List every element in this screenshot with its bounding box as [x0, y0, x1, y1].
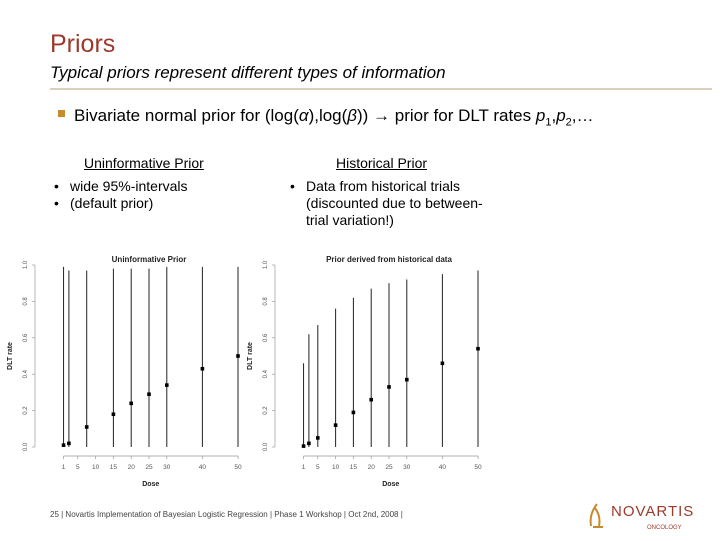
x-tick-label: 40	[199, 464, 207, 471]
x-tick-label: 1	[302, 464, 306, 471]
y-tick-label: 0.8	[263, 297, 269, 306]
logo-subtext: ONCOLOGY	[647, 525, 682, 531]
y-tick-label: 0.2	[23, 406, 29, 415]
y-tick-label: 0.0	[263, 442, 269, 451]
median-point	[111, 412, 116, 417]
title-divider	[50, 88, 712, 90]
y-tick-label: 1.0	[23, 260, 29, 269]
historical-prior-heading: Historical Prior	[336, 155, 428, 171]
median-point	[129, 401, 133, 406]
median-point	[307, 441, 311, 446]
x-tick-label: 20	[128, 464, 136, 471]
x-tick-label: 25	[385, 464, 393, 471]
x-tick-label: 50	[474, 464, 482, 471]
x-tick-label: 1	[62, 464, 66, 471]
x-tick-label: 5	[76, 464, 80, 471]
median-point	[351, 410, 356, 415]
median-point	[333, 423, 338, 427]
y-tick-label: 0.0	[23, 442, 29, 451]
historical-prior-list: Data from historical trials (discounted …	[290, 178, 502, 229]
median-point	[476, 346, 480, 351]
x-tick-label: 30	[163, 464, 171, 471]
y-tick-label: 0.4	[263, 369, 269, 378]
x-tick-label: 40	[439, 464, 447, 471]
y-tick-label: 0.2	[263, 406, 269, 415]
uninformative-prior-list: wide 95%-intervals (default prior)	[54, 178, 254, 212]
y-tick-label: 0.8	[23, 297, 29, 306]
uninformative-prior-chart: Uninformative Prior 0.0 0.2 0.4 0.6 0.8 1.0 DLT…	[7, 255, 242, 488]
list-item: (default prior)	[54, 195, 254, 212]
median-point	[387, 385, 391, 389]
historical-prior-chart: Prior derived from historical data 0.0 0.2…	[247, 255, 482, 488]
median-point	[61, 443, 66, 447]
y-tick-label: 0.4	[23, 369, 29, 378]
y-tick-label: 1.0	[263, 260, 269, 269]
median-point	[440, 361, 445, 366]
novartis-logo: NOVARTIS ONCOLOGY	[585, 496, 715, 536]
novartis-logo-icon: NOVARTIS ONCOLOGY	[589, 503, 694, 531]
median-point	[165, 383, 169, 387]
median-point	[147, 392, 151, 397]
main-bullet-text: Bivariate normal prior for (log(α),log(β…	[74, 106, 594, 129]
x-tick-label: 15	[110, 464, 118, 471]
uninformative-prior-heading: Uninformative Prior	[84, 155, 204, 171]
median-point	[316, 436, 320, 440]
x-axis-label: Dose	[382, 481, 399, 488]
main-bullet: Bivariate normal prior for (log(α),log(β…	[58, 106, 594, 128]
x-tick-label: 15	[350, 464, 358, 471]
square-bullet-icon	[58, 110, 65, 118]
x-tick-label: 30	[403, 464, 411, 471]
x-tick-label: 20	[368, 464, 376, 471]
x-tick-label: 25	[145, 464, 153, 471]
median-point	[369, 397, 373, 402]
x-axis-label: Dose	[142, 481, 159, 488]
y-axis-label: DLT rate	[7, 342, 14, 370]
median-point	[84, 425, 89, 429]
x-tick-label: 50	[234, 464, 242, 471]
x-tick-label: 10	[332, 464, 340, 471]
y-axis-label: DLT rate	[247, 342, 254, 370]
slide-subtitle: Typical priors represent different types…	[50, 63, 446, 82]
chart-title: Prior derived from historical data	[326, 255, 452, 264]
y-tick-label: 0.6	[263, 333, 269, 342]
x-tick-label: 5	[316, 464, 320, 471]
slide-title: Priors	[50, 30, 116, 58]
y-tick-label: 0.6	[23, 333, 29, 342]
list-item: Data from historical trials (discounted …	[290, 178, 502, 229]
list-item: wide 95%-intervals	[54, 178, 254, 195]
median-point	[67, 441, 71, 446]
chart-title: Uninformative Prior	[112, 255, 187, 264]
median-point	[405, 377, 409, 382]
median-point	[236, 354, 240, 358]
median-point	[200, 366, 205, 371]
median-point	[301, 444, 306, 448]
slide-footer: 25 | Novartis Implementation of Bayesian…	[50, 510, 403, 519]
logo-wordmark: NOVARTIS	[611, 503, 694, 520]
x-tick-label: 10	[92, 464, 100, 471]
